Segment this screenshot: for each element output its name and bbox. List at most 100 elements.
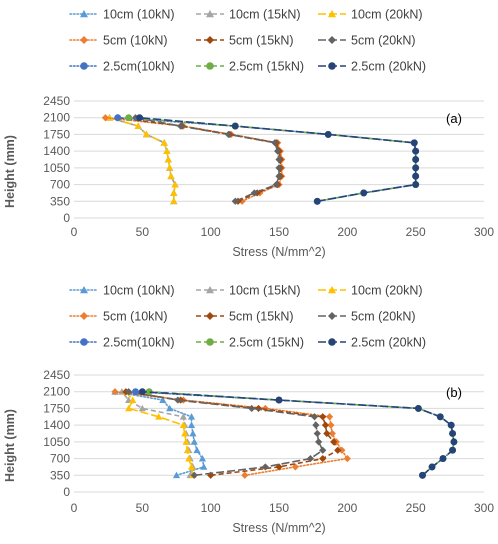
panel-a-series-8-point-8 xyxy=(324,131,332,138)
panel-b-x-tick-5: 250 xyxy=(406,501,426,515)
panel-a-series-5-point-3 xyxy=(275,172,283,180)
panel-b-label: (b) xyxy=(446,385,462,400)
panel-a-legend-label-8: 2.5cm (20kN) xyxy=(351,60,426,74)
panel-b-series-2-point-6 xyxy=(179,421,187,429)
panel-b-y-tick-3: 1050 xyxy=(43,435,70,449)
panel-b-series-2-point-1 xyxy=(187,463,196,470)
panel-a-series-2-point-0 xyxy=(170,197,178,205)
panel-b-y-tick-5: 1750 xyxy=(43,401,70,415)
panel-a-x-axis-title: Stress (N/mm^2) xyxy=(232,245,325,259)
panel-b-series-0-point-4 xyxy=(190,438,198,445)
panel-a-legend-label-5: 5cm (20kN) xyxy=(351,34,416,48)
panel-a-y-tick-2: 700 xyxy=(50,178,70,192)
panel-b-x-tick-0: 0 xyxy=(71,501,78,515)
panel-a-series-8-point-0 xyxy=(313,197,321,205)
panel-a-series-2-point-6 xyxy=(163,147,171,155)
panel-a-series-8-point-4 xyxy=(412,164,420,172)
panel-b-legend-label-1: 10cm (15kN) xyxy=(229,284,301,298)
panel-a-series-5-point-7 xyxy=(271,139,279,147)
panel-b-y-tick-0: 0 xyxy=(63,485,70,499)
panel-b-series-4-point-5 xyxy=(323,429,331,438)
panel-b-series-2-point-2 xyxy=(185,454,193,462)
panel-b-x-axis-title: Stress (N/mm^2) xyxy=(232,521,325,535)
panel-b-series-0-point-5 xyxy=(189,429,197,437)
panel-b-series-4-point-6 xyxy=(321,421,330,429)
panel-b-series-8-point-5 xyxy=(449,430,456,437)
panel-b-series-4-point-3 xyxy=(334,446,342,454)
panel-b-series-0-point-9 xyxy=(159,396,167,403)
panel-b-series-8-point-10 xyxy=(138,388,146,396)
panel-b-legend-label-8: 2.5cm (20kN) xyxy=(351,336,426,350)
panel-b-series-8-point-4 xyxy=(450,438,458,446)
panel-a-x-tick-1: 50 xyxy=(136,225,150,239)
panel-a-legend-marker-6 xyxy=(80,62,88,70)
panel-a-series-8-point-10 xyxy=(136,114,144,122)
panel-b-y-axis-title: Height (mm) xyxy=(3,409,17,482)
panel-a-series-2-point-4 xyxy=(166,164,174,171)
panel-b-legend-label-3: 5cm (10kN) xyxy=(103,310,168,324)
panel-b-series-5-point-0 xyxy=(190,471,198,479)
panel-b-series-8-point-2 xyxy=(439,455,447,462)
panel-a-legend-label-0: 10cm (10kN) xyxy=(103,8,175,22)
panel-b-series-3-point-7 xyxy=(325,413,334,421)
panel-a-label: (a) xyxy=(446,111,462,126)
panel-b-series-8-point-0 xyxy=(419,471,426,479)
panel-a-legend-label-1: 10cm (15kN) xyxy=(229,8,301,22)
panel-a-x-tick-5: 250 xyxy=(406,225,426,239)
panel-b-legend-marker-2 xyxy=(328,286,336,294)
panel-a-y-axis-title: Height (mm) xyxy=(3,135,17,208)
panel-a-y-tick-3: 1050 xyxy=(43,161,70,175)
panel-a-legend-marker-5 xyxy=(328,36,336,44)
panel-b-legend-marker-8 xyxy=(328,338,336,346)
panel-a-y-tick-5: 1750 xyxy=(43,127,70,141)
panel-a-x-tick-4: 200 xyxy=(337,225,357,239)
panel-a-series-2-point-3 xyxy=(167,172,175,180)
panel-b-x-tick-1: 50 xyxy=(136,501,150,515)
panel-b-legend-label-0: 10cm (10kN) xyxy=(103,284,175,298)
panel-a-legend-marker-3 xyxy=(80,36,88,44)
panel-a-series-5-point-9 xyxy=(177,122,185,130)
panel-a-series-8-point-6 xyxy=(412,147,420,155)
panel-a-series-7-point-10 xyxy=(125,114,133,122)
panel-b-legend-marker-0 xyxy=(80,286,88,294)
panel-b-series-5-point-9 xyxy=(174,396,182,404)
panel-b-series-5-point-7 xyxy=(310,413,319,421)
panel-a-legend-marker-2 xyxy=(328,10,336,18)
panel-a-y-tick-0: 0 xyxy=(63,211,70,225)
panel-b-series-line-1 xyxy=(121,391,194,476)
panel-a-y-tick-7: 2450 xyxy=(43,94,70,108)
panel-a-legend-label-4: 5cm (15kN) xyxy=(229,34,294,48)
panel-b-y-tick-4: 1400 xyxy=(43,418,70,432)
panel-a-legend-label-6: 2.5cm(10kN) xyxy=(103,60,175,74)
panel-b-series-1-point-8 xyxy=(138,404,146,412)
panel-b-series-8-point-3 xyxy=(449,446,456,454)
panel-a-series-line-7 xyxy=(128,116,417,203)
panel-b-series-2-point-7 xyxy=(155,413,163,420)
panel-b-series-5-point-8 xyxy=(248,404,256,413)
panel-a-series-8-point-5 xyxy=(412,156,420,163)
panel-b-legend-marker-1 xyxy=(206,286,214,294)
panel-a-series-8-point-7 xyxy=(410,139,418,147)
panel-b-x-tick-2: 100 xyxy=(201,501,221,515)
panel-a-legend-marker-8 xyxy=(328,62,336,70)
panel-a-series-8-point-2 xyxy=(412,181,420,188)
panel-b-legend-marker-7 xyxy=(206,338,214,346)
panel-a-series-2-point-1 xyxy=(170,189,178,196)
panel-a-series-5-point-1 xyxy=(250,189,258,197)
panel-a-series-5-point-2 xyxy=(272,180,280,189)
panel-a-series-line-0 xyxy=(108,116,176,203)
panel-b-legend-marker-4 xyxy=(206,312,214,320)
panel-a-series-2-point-9 xyxy=(134,122,142,129)
panel-a-series-2-point-8 xyxy=(142,130,151,138)
panel-b-series-3-point-5 xyxy=(328,429,336,438)
panel-a-x-tick-3: 150 xyxy=(269,225,289,239)
panel-b-series-7-point-10 xyxy=(145,388,153,396)
panel-a-legend-marker-7 xyxy=(206,62,214,70)
panel-b-y-tick-6: 2100 xyxy=(43,385,70,399)
panel-b-legend-marker-6 xyxy=(80,338,88,346)
panel-b-series-0-point-2 xyxy=(198,454,207,462)
panel-b-series-1-point-7 xyxy=(179,413,187,420)
panel-b-legend-label-4: 5cm (15kN) xyxy=(229,310,294,324)
panel-b-series-line-3 xyxy=(114,390,349,477)
